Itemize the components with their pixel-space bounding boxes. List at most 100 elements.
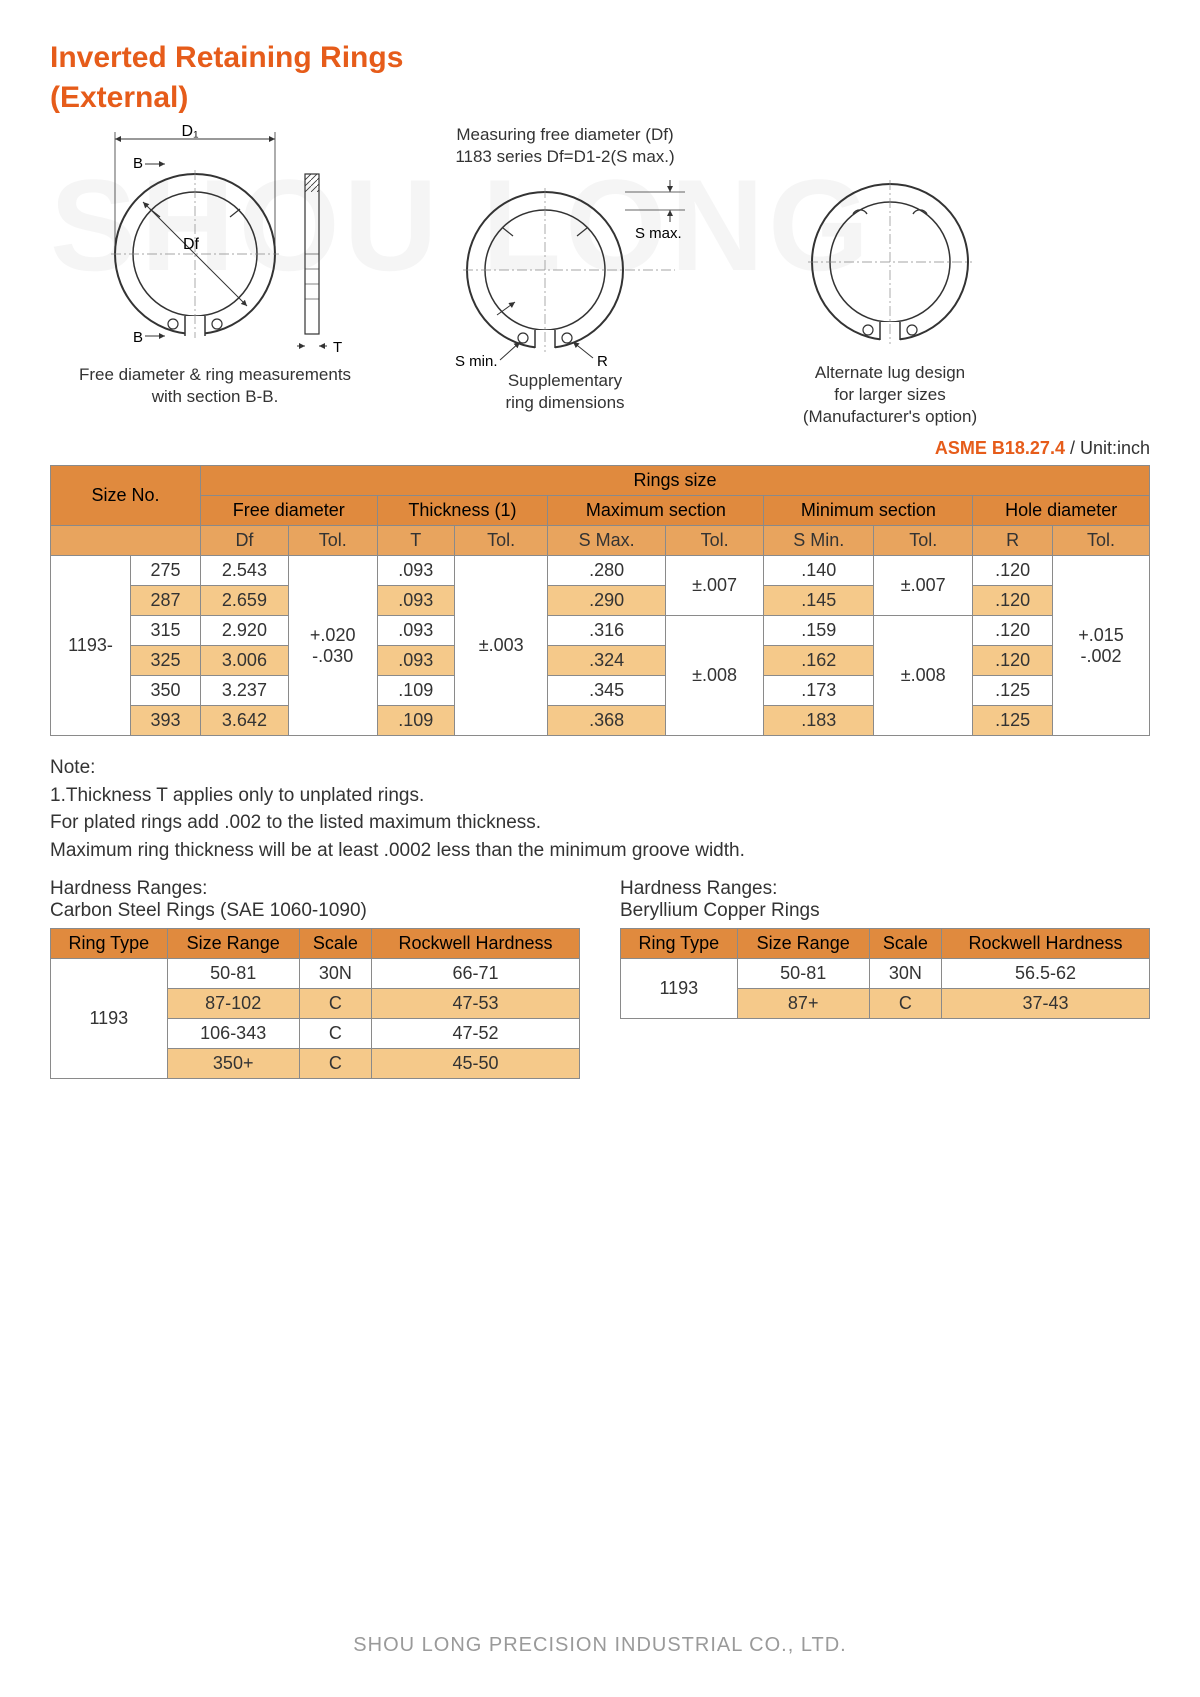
cell: .173 <box>764 676 874 706</box>
th-hole: Hole diameter <box>973 496 1150 526</box>
cell: .324 <box>548 646 665 676</box>
svg-text:Df: Df <box>183 236 200 253</box>
unit-label: / Unit:inch <box>1065 438 1150 458</box>
svg-text:R: R <box>597 353 608 370</box>
cell: .109 <box>377 706 454 736</box>
note-1: 1.Thickness T applies only to unplated r… <box>50 785 424 806</box>
th-scale: Scale <box>299 929 371 959</box>
cell-stol: ±.007 <box>874 556 973 616</box>
cell: 393 <box>131 706 201 736</box>
hardness-title: Hardness Ranges: Carbon Steel Rings (SAE… <box>50 878 580 922</box>
cell: .368 <box>548 706 665 736</box>
cell: 3.642 <box>201 706 289 736</box>
th-size: Size No. <box>51 466 201 526</box>
hardness-beryllium: Hardness Ranges: Beryllium Copper Rings … <box>620 878 1150 1079</box>
cell: 87+ <box>737 989 869 1019</box>
cell: 66-71 <box>371 959 579 989</box>
cell: 3.237 <box>201 676 289 706</box>
cell: C <box>869 989 941 1019</box>
note-block: Note: 1.Thickness T applies only to unpl… <box>50 754 1150 864</box>
cell: .120 <box>973 616 1053 646</box>
cell: 45-50 <box>371 1049 579 1079</box>
cell-dftol: +.020-.030 <box>288 556 377 736</box>
cell: 1193 <box>51 959 168 1079</box>
ring-diagram-1: D₁ B B <box>65 124 365 364</box>
th-tol: Tol. <box>665 526 764 556</box>
th-thick: Thickness (1) <box>377 496 548 526</box>
cell: 87-102 <box>167 989 299 1019</box>
note-2: For plated rings add .002 to the listed … <box>50 812 541 833</box>
svg-text:T: T <box>333 339 342 356</box>
cell: 315 <box>131 616 201 646</box>
cell-stol: ±.007 <box>665 556 764 616</box>
th-tol: Tol. <box>874 526 973 556</box>
cell: .316 <box>548 616 665 646</box>
cell: 3.006 <box>201 646 289 676</box>
cell: .183 <box>764 706 874 736</box>
cell: 2.543 <box>201 556 289 586</box>
svg-text:D₁: D₁ <box>182 124 199 140</box>
technical-diagram: D₁ B B <box>50 124 1150 434</box>
cell-stol: ±.008 <box>665 616 764 736</box>
hardness-beryllium-table: Ring Type Size Range Scale Rockwell Hard… <box>620 928 1150 1019</box>
cell: C <box>299 1049 371 1079</box>
cell: C <box>299 989 371 1019</box>
cell: 50-81 <box>737 959 869 989</box>
th-sizerange: Size Range <box>167 929 299 959</box>
cell: .125 <box>973 706 1053 736</box>
diagram-caption-1: Free diameter & ring measurements with s… <box>79 364 351 408</box>
th-rockwell: Rockwell Hardness <box>371 929 579 959</box>
hardness-carbon: Hardness Ranges: Carbon Steel Rings (SAE… <box>50 878 580 1079</box>
diagram-caption-3: Alternate lug design for larger sizes (M… <box>803 362 977 428</box>
note-3: Maximum ring thickness will be at least … <box>50 840 745 861</box>
cell: 287 <box>131 586 201 616</box>
cell: C <box>299 1019 371 1049</box>
standard-code: ASME B18.27.4 <box>935 438 1065 458</box>
cell: 350 <box>131 676 201 706</box>
ring-diagram-2: S max. S min. R <box>425 170 705 370</box>
cell: 30N <box>299 959 371 989</box>
svg-text:S min.: S min. <box>455 353 498 370</box>
cell: .109 <box>377 676 454 706</box>
th-free: Free diameter <box>201 496 378 526</box>
cell: 30N <box>869 959 941 989</box>
cell: .162 <box>764 646 874 676</box>
th-smax: S Max. <box>548 526 665 556</box>
cell: .280 <box>548 556 665 586</box>
cell: 106-343 <box>167 1019 299 1049</box>
th-scale: Scale <box>869 929 941 959</box>
th-sizerange: Size Range <box>737 929 869 959</box>
cell: 56.5-62 <box>941 959 1149 989</box>
page-title-line1: Inverted Retaining Rings <box>50 40 1150 76</box>
cell: .345 <box>548 676 665 706</box>
ring-diagram-3 <box>775 162 1005 362</box>
cell: 1193 <box>621 959 738 1019</box>
th-t: T <box>377 526 454 556</box>
cell-stol: ±.008 <box>874 616 973 736</box>
cell: 2.920 <box>201 616 289 646</box>
th-ringtype: Ring Type <box>51 929 168 959</box>
th-smin: S Min. <box>764 526 874 556</box>
cell: 37-43 <box>941 989 1149 1019</box>
cell-ttol: ±.003 <box>454 556 547 736</box>
svg-text:B: B <box>133 155 143 172</box>
th-minsec: Minimum section <box>764 496 973 526</box>
diagram-top-note: Measuring free diameter (Df) 1183 series… <box>455 124 674 168</box>
cell: 350+ <box>167 1049 299 1079</box>
svg-text:B: B <box>133 329 143 346</box>
cell: 325 <box>131 646 201 676</box>
th-ringtype: Ring Type <box>621 929 738 959</box>
cell: .093 <box>377 646 454 676</box>
th-tol: Tol. <box>454 526 547 556</box>
cell: .120 <box>973 646 1053 676</box>
standard-line: ASME B18.27.4 / Unit:inch <box>50 438 1150 459</box>
cell: .140 <box>764 556 874 586</box>
cell: .290 <box>548 586 665 616</box>
cell: 275 <box>131 556 201 586</box>
cell: .120 <box>973 556 1053 586</box>
svg-text:S max.: S max. <box>635 225 682 242</box>
hardness-carbon-table: Ring Type Size Range Scale Rockwell Hard… <box>50 928 580 1079</box>
cell: 47-53 <box>371 989 579 1019</box>
note-label: Note: <box>50 757 95 778</box>
th-maxsec: Maximum section <box>548 496 764 526</box>
